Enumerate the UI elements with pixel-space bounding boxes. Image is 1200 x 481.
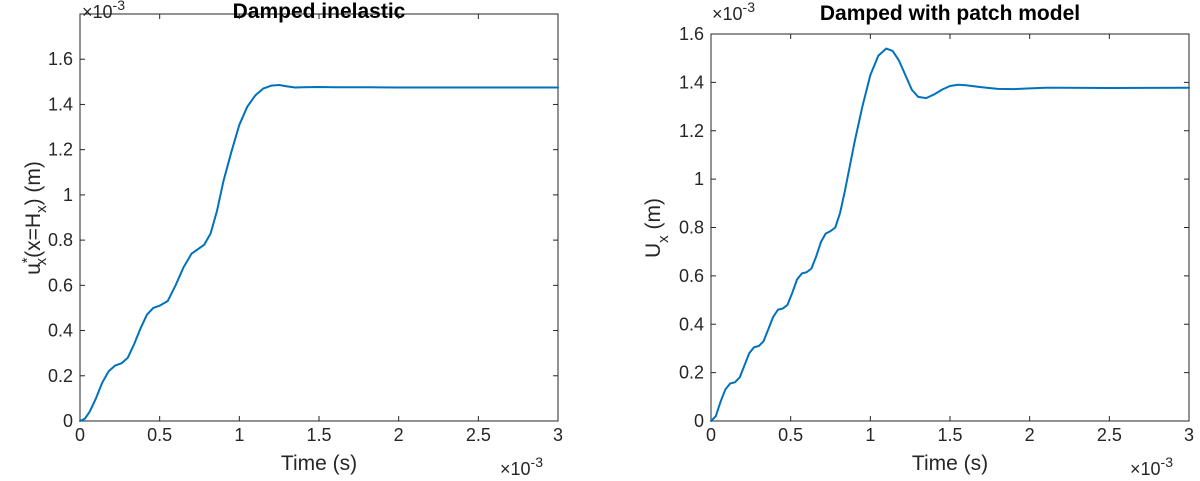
series-lines (79, 84, 559, 422)
y-tick-label: 0 (694, 411, 704, 431)
x-tick-label: 1 (865, 425, 875, 445)
ticks: 0 0.5 1 1.5 2 2.5 3 0 0.2 0.4 0.6 0.8 1 1.2 1.4 1.6 (48, 14, 563, 445)
plot-area (710, 33, 1190, 422)
series-line (710, 47, 1190, 422)
y-tick-label: 0.6 (679, 266, 704, 286)
x-tick-label: 3 (1184, 425, 1194, 445)
x-axis-label: Time (s) (912, 452, 988, 475)
y-tick-label: 1 (63, 185, 73, 205)
y-tick-label: 1.6 (679, 24, 704, 44)
x-tick-label: 1 (234, 425, 244, 445)
y-tick-label: 0 (63, 411, 73, 431)
ticks: 0 0.5 1 1.5 2 2.5 3 0 0.2 0.4 0.6 0.8 1 1.2 1.4 1.6 (679, 24, 1194, 445)
y-tick-label: 1.2 (679, 121, 704, 141)
y-tick-label: 0.2 (48, 366, 73, 386)
y-tick-label: 1.4 (679, 72, 704, 92)
x-tick-label: 2.5 (1097, 425, 1122, 445)
y-axis-label: u*x(x=Hx) (m) (19, 161, 50, 275)
chart-left: Damped inelastic Time (s) ×10-3 ×10-3 u*… (19, 0, 563, 479)
svg-text:×10-3: ×10-3 (82, 0, 125, 22)
y-exponent-base: ×10 (712, 4, 743, 24)
x-tick-label: 2.5 (466, 425, 491, 445)
y-exponent-base: ×10 (82, 2, 113, 22)
x-tick-label: 0 (706, 425, 716, 445)
y-axis-label: Ux (m) (642, 198, 672, 258)
x-exponent-base: ×10 (1130, 459, 1161, 479)
chart-title: Damped with patch model (820, 2, 1080, 25)
y-tick-label: 1.6 (48, 49, 73, 69)
x-exponent-power: -3 (1161, 454, 1174, 470)
ylabel-end: (m) (642, 198, 665, 235)
y-tick-label: 0.8 (48, 230, 73, 250)
x-tick-label: 3 (553, 425, 563, 445)
svg-text:Ux (m): Ux (m) (642, 198, 672, 258)
svg-text:×10-3: ×10-3 (712, 0, 755, 24)
ylabel-sub: x (655, 235, 672, 243)
svg-text:×10-3: ×10-3 (500, 454, 543, 479)
y-tick-label: 1.4 (48, 94, 73, 114)
x-exponent-base: ×10 (500, 459, 531, 479)
ylabel-mid: (x=H (22, 213, 45, 258)
y-tick-label: 0.8 (679, 218, 704, 238)
x-tick-label: 2 (394, 425, 404, 445)
y-tick-label: 0.6 (48, 275, 73, 295)
series-line (79, 84, 559, 422)
plot-area (79, 13, 559, 422)
chart-title: Damped inelastic (233, 0, 406, 23)
y-tick-label: 1 (694, 169, 704, 189)
ylabel-base: u (22, 263, 45, 275)
x-tick-label: 1.5 (937, 425, 962, 445)
y-tick-label: 0.4 (48, 321, 73, 341)
ylabel-sup: * (19, 257, 36, 263)
x-tick-label: 1.5 (306, 425, 331, 445)
x-exponent: ×10-3 (500, 454, 543, 479)
x-axis-label: Time (s) (281, 452, 357, 475)
y-exponent-power: -3 (743, 0, 756, 15)
ylabel-base: U (642, 243, 665, 258)
x-exponent: ×10-3 (1130, 454, 1173, 479)
y-tick-label: 0.2 (679, 363, 704, 383)
ylabel-sub2: x (33, 205, 50, 213)
x-tick-label: 0.5 (147, 425, 172, 445)
y-exponent: ×10-3 (712, 0, 755, 24)
x-tick-label: 0 (75, 425, 85, 445)
y-exponent: ×10-3 (82, 0, 125, 22)
x-tick-label: 0.5 (778, 425, 803, 445)
x-tick-label: 2 (1025, 425, 1035, 445)
x-exponent-power: -3 (531, 454, 544, 470)
ylabel-sub: x (33, 257, 50, 265)
y-tick-label: 1.2 (48, 140, 73, 160)
ylabel-end: ) (m) (22, 161, 45, 205)
y-exponent-power: -3 (113, 0, 126, 13)
svg-text:×10-3: ×10-3 (1130, 454, 1173, 479)
svg-text:u*x(x=Hx) (m): u*x(x=Hx) (m) (19, 161, 50, 275)
chart-right: Damped with patch model Time (s) ×10-3 ×… (642, 0, 1194, 479)
y-tick-label: 0.4 (679, 314, 704, 334)
series-lines (710, 47, 1190, 422)
